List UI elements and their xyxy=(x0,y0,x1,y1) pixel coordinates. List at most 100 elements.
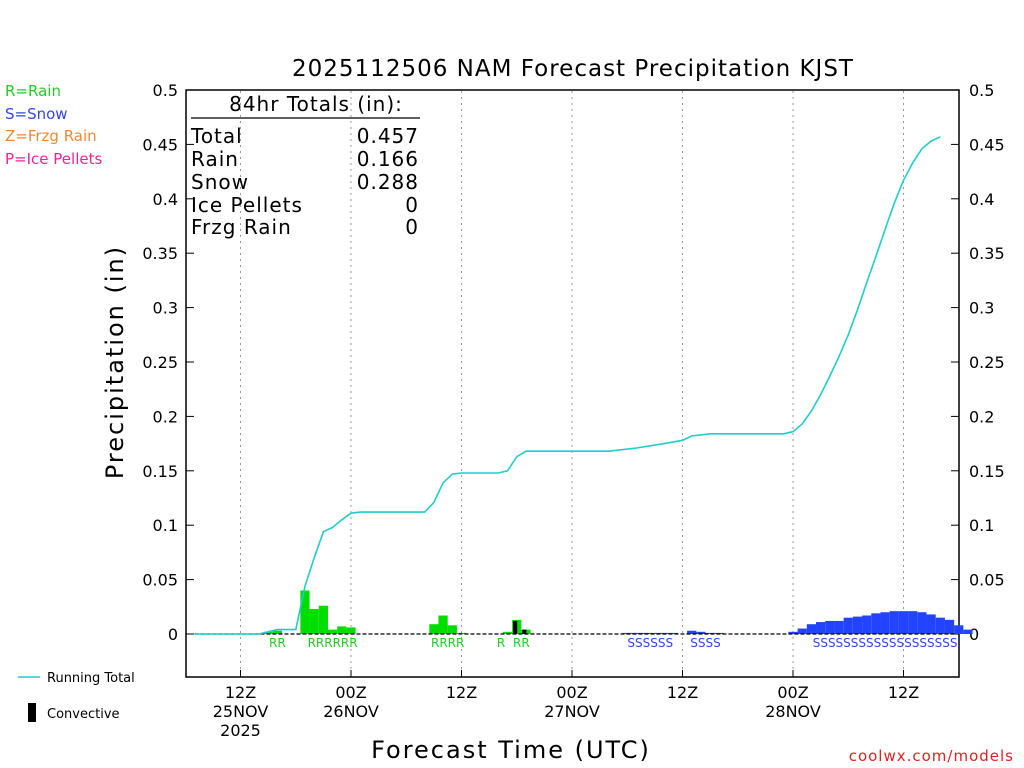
totals-header: 84hr Totals (in): xyxy=(229,92,403,116)
totals-box: 84hr Totals (in): Total 0.457 Rain 0.166… xyxy=(190,92,420,239)
x-tick-label: 12Z xyxy=(888,683,919,702)
legend-snow: S=Snow xyxy=(5,105,68,123)
snow-bar xyxy=(631,632,642,634)
rain-bar xyxy=(502,631,513,634)
running-total-line xyxy=(194,136,941,635)
convective-legend-label: Convective xyxy=(47,707,120,722)
snow-bar xyxy=(806,624,817,634)
snow-bar xyxy=(862,615,872,634)
rain-bar xyxy=(438,615,448,634)
snow-bar xyxy=(852,616,863,634)
snow-bar xyxy=(825,620,835,634)
precip-type-strips: RR RRRRRR RRRR R RR SSSSSS SSSS SSSSSSSSSSSSSSS… xyxy=(269,636,957,650)
precip-type-strip: R xyxy=(497,636,505,650)
y-tick-label-left: 0.25 xyxy=(142,353,178,372)
x-tick-label: 2025 xyxy=(220,721,261,740)
rain-bar xyxy=(337,626,347,634)
snow-bar xyxy=(935,617,945,634)
x-tick-label: 00Z xyxy=(777,683,808,702)
y-tick-label-right: 0.2 xyxy=(969,407,994,426)
snow-bar xyxy=(898,611,909,634)
snow-bar xyxy=(816,622,826,634)
running-total-legend-label: Running Total xyxy=(47,671,135,686)
y-tick-label-left: 0.15 xyxy=(142,462,178,481)
convective-bar xyxy=(513,620,518,634)
snow-bar xyxy=(908,611,918,634)
totals-label-rain: Rain xyxy=(191,147,239,171)
y-tick-label-right: 0.1 xyxy=(969,516,994,535)
totals-label-ice-pellets: Ice Pellets xyxy=(191,193,303,217)
totals-label-freezing-rain: Frzg Rain xyxy=(191,215,292,239)
totals-value-rain: 0.166 xyxy=(357,147,419,171)
rain-bar xyxy=(300,590,310,634)
y-tick-label-left: 0.45 xyxy=(142,135,178,154)
legend-rain: R=Rain xyxy=(5,82,61,100)
snow-bar xyxy=(917,612,927,634)
x-tick-label: 12Z xyxy=(446,683,477,702)
precip-type-strip: SSSS xyxy=(690,636,720,650)
legend-freezing-rain: Z=Frzg Rain xyxy=(5,127,97,145)
rain-bar xyxy=(429,624,439,634)
x-tick-label: 27NOV xyxy=(544,702,600,721)
totals-value-snow: 0.288 xyxy=(357,170,419,194)
rain-bar xyxy=(327,629,338,634)
y-tick-label-right: 0.4 xyxy=(969,190,994,209)
snow-bar xyxy=(668,632,678,634)
snow-bar xyxy=(889,611,899,634)
precip-type-strip: SSSSSSSSSSSSSSSSSSS xyxy=(813,636,958,650)
x-tick-label: 00Z xyxy=(335,683,366,702)
chart-title: 2025112506 NAM Forecast Precipitation KJ… xyxy=(292,56,854,82)
precip-bars xyxy=(263,590,973,634)
x-gridlines xyxy=(240,91,904,676)
y-tick-label-right: 0.15 xyxy=(969,462,1005,481)
x-tick-label: 26NOV xyxy=(323,702,379,721)
y-axis-right: 0 0.05 0.1 0.15 0.2 0.25 0.3 0.35 0.4 0.45 0.5 xyxy=(951,81,1005,644)
snow-bar xyxy=(926,614,936,634)
watermark: coolwx.com/models xyxy=(849,747,1014,765)
y-tick-label-right: 0 xyxy=(969,625,979,644)
totals-value-total: 0.457 xyxy=(357,124,419,148)
x-tick-label: 12Z xyxy=(225,683,256,702)
snow-bar xyxy=(696,631,706,634)
y-tick-label-right: 0.25 xyxy=(969,353,1005,372)
x-tick-label: 25NOV xyxy=(213,702,269,721)
legend-ice-pellets: P=Ice Pellets xyxy=(5,150,102,168)
precip-type-strip: RR xyxy=(513,636,530,650)
rain-bar xyxy=(346,627,356,634)
snow-bar xyxy=(705,632,715,634)
snow-bar xyxy=(834,620,844,634)
precip-type-strip: RR xyxy=(269,636,286,650)
totals-label-snow: Snow xyxy=(191,170,249,194)
y-tick-label-right: 0.45 xyxy=(969,135,1005,154)
precip-type-strip: RRRRRR xyxy=(308,636,358,650)
y-axis-left: 0 0.05 0.1 0.15 0.2 0.25 0.3 0.35 0.4 0.45 0.5 xyxy=(142,81,194,644)
y-tick-label-left: 0.5 xyxy=(153,81,178,100)
y-tick-label-left: 0.2 xyxy=(153,407,178,426)
snow-bar xyxy=(954,625,964,634)
y-tick-label-left: 0.1 xyxy=(153,516,178,535)
snow-bar xyxy=(650,632,660,634)
plot-frame xyxy=(185,89,960,678)
snow-bar xyxy=(963,629,973,634)
y-tick-label-right: 0.05 xyxy=(969,571,1005,590)
snow-bar xyxy=(880,612,890,634)
rain-bar xyxy=(309,608,319,634)
y-tick-label-left: 0.4 xyxy=(153,190,178,209)
y-tick-label-right: 0.35 xyxy=(969,244,1005,263)
y-tick-label-right: 0.3 xyxy=(969,299,994,318)
y-axis-title: Precipitation (in) xyxy=(101,245,129,479)
totals-value-ice-pellets: 0 xyxy=(405,193,419,217)
rain-bar xyxy=(263,631,273,634)
y-tick-label-right: 0.5 xyxy=(969,81,994,100)
x-axis-title: Forecast Time (UTC) xyxy=(371,736,651,764)
totals-label-total: Total xyxy=(190,124,243,148)
totals-value-freezing-rain: 0 xyxy=(405,215,419,239)
convective-legend-swatch xyxy=(28,703,36,722)
convective-bar xyxy=(522,629,527,634)
snow-bar xyxy=(797,628,807,634)
x-tick-label: 12Z xyxy=(667,683,698,702)
rain-bar xyxy=(318,605,328,634)
y-tick-label-left: 0.3 xyxy=(153,299,178,318)
snow-bar xyxy=(687,630,697,634)
